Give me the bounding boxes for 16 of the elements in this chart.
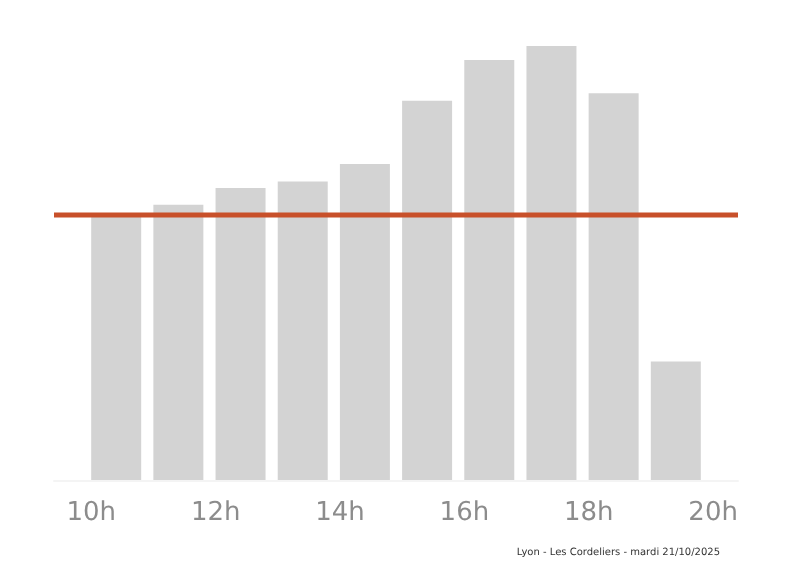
bar <box>153 204 204 480</box>
x-tick-label: 18h <box>563 498 614 528</box>
x-tick-label: 16h <box>439 498 490 528</box>
bar <box>588 93 639 480</box>
bar <box>464 59 515 480</box>
bar <box>91 214 142 480</box>
bar <box>526 46 577 480</box>
x-tick-label: 12h <box>190 498 241 528</box>
bar <box>215 187 266 480</box>
bar <box>339 164 390 480</box>
bar <box>277 181 328 480</box>
x-tick-label: 10h <box>66 498 117 528</box>
bar <box>650 361 701 480</box>
x-tick-label: 20h <box>688 498 738 528</box>
bar <box>402 100 453 480</box>
x-tick-label: 14h <box>315 498 365 528</box>
